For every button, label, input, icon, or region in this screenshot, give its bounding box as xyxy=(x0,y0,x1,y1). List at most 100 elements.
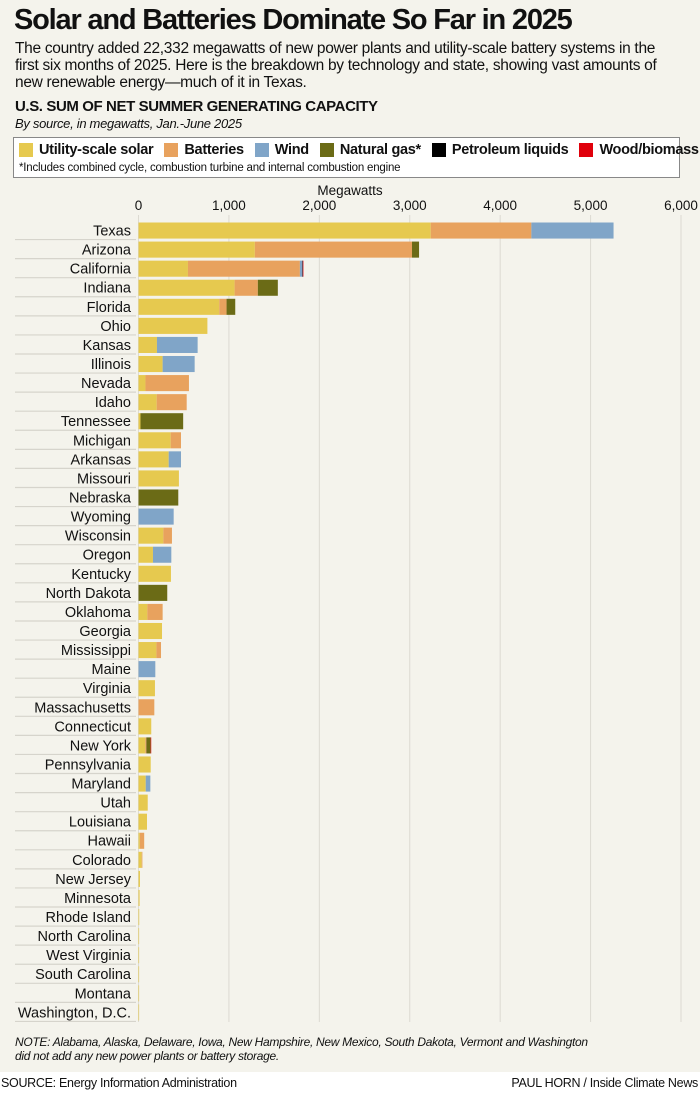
footnote: NOTE: Alabama, Alaska, Delaware, Iowa, N… xyxy=(15,1035,588,1063)
bar-segment xyxy=(254,241,413,258)
category-label: Hawaii xyxy=(87,834,131,850)
bar-segment xyxy=(138,966,140,983)
bar-segment xyxy=(138,889,140,907)
legend-label-solar: Utility-scale solar xyxy=(39,142,154,158)
category-label: West Virginia xyxy=(46,948,132,964)
legend-label-batteries: Batteries xyxy=(184,142,244,158)
chart-svg: 0 1,000 2,000 3,000 4,000 5,000 6,000 Texas Ariz… xyxy=(15,198,698,1023)
bar-segment xyxy=(138,432,171,449)
legend-item-wood-biomass: Wood/biomass xyxy=(579,142,699,158)
bar-segment xyxy=(139,832,145,849)
bar-segment xyxy=(141,851,143,868)
legend-items: Utility-scale solar Batteries Wind Natur… xyxy=(19,142,699,158)
bar-segment xyxy=(138,317,208,334)
x-tick-label: 4,000 xyxy=(483,198,517,213)
category-label: Idaho xyxy=(95,395,131,411)
bar-segment xyxy=(138,584,168,601)
bar-segment xyxy=(138,222,431,239)
category-label: Louisiana xyxy=(69,815,132,831)
x-tick-label: 0 xyxy=(135,198,143,213)
category-label: North Carolina xyxy=(38,929,132,945)
category-label: Oklahoma xyxy=(65,605,132,621)
bar-segment xyxy=(138,718,152,735)
bar-segment xyxy=(138,279,235,296)
bar-segment xyxy=(138,603,148,620)
bar-segment xyxy=(152,546,172,563)
category-label: Montana xyxy=(75,986,132,1002)
legend-item-batteries: Batteries xyxy=(164,142,244,158)
author-credit: PAUL HORN / Inside Climate News xyxy=(511,1076,698,1090)
bar-segment xyxy=(412,241,420,258)
bar-segment xyxy=(138,336,157,353)
bar-segment xyxy=(138,947,140,964)
bar-segment xyxy=(138,680,155,697)
category-label: Pennsylvania xyxy=(45,757,132,773)
bar-segment xyxy=(156,336,198,353)
chart-subtitle: By source, in megawatts, Jan.-June 2025 xyxy=(15,116,242,131)
category-label: North Dakota xyxy=(46,586,132,602)
category-label: Maryland xyxy=(71,777,131,793)
category-label: Rhode Island xyxy=(46,910,131,926)
legend: Utility-scale solar Batteries Wind Natur… xyxy=(13,137,699,178)
category-label: Georgia xyxy=(79,624,132,640)
category-label: Kentucky xyxy=(71,567,131,583)
category-label: Florida xyxy=(87,300,132,316)
category-label: Nevada xyxy=(81,376,132,392)
bar-segment xyxy=(187,260,300,277)
bar-segment xyxy=(138,851,142,868)
bar-segment xyxy=(219,298,227,315)
bar-segment xyxy=(138,260,188,277)
bar-segment xyxy=(138,813,147,830)
bar-segment xyxy=(226,298,236,315)
chart-title: U.S. SUM OF NET SUMMER GENERATING CAPACI… xyxy=(15,98,378,115)
category-label: Missouri xyxy=(77,471,131,487)
bar-segment xyxy=(138,909,140,926)
bar-segment xyxy=(138,622,163,640)
page-title: Solar and Batteries Dominate So Far in 2… xyxy=(14,4,573,36)
bar-segment xyxy=(138,470,179,487)
bar-segment xyxy=(147,603,163,620)
legend-label-wind: Wind xyxy=(274,142,309,158)
chart-description: The country added 22,332 megawatts of ne… xyxy=(15,40,657,91)
legend-swatch-batteries xyxy=(164,143,179,157)
bar-segment xyxy=(138,928,140,945)
legend-swatch-solar xyxy=(19,143,33,157)
bar-segment xyxy=(138,527,164,544)
x-tick-label: 3,000 xyxy=(393,198,427,213)
bar-segment xyxy=(145,775,151,792)
category-label: Kansas xyxy=(83,338,131,354)
bar-segment xyxy=(138,870,140,887)
legend-label-petroleum: Petroleum liquids xyxy=(451,142,569,158)
x-tick-label: 2,000 xyxy=(302,198,336,213)
x-tick-label: 5,000 xyxy=(574,198,608,213)
category-label: Michigan xyxy=(73,433,131,449)
bar-segment xyxy=(138,298,220,315)
legend-swatch-natural-gas xyxy=(319,143,334,157)
category-label: Virginia xyxy=(83,681,132,697)
bar-segment xyxy=(170,432,181,449)
bar-segment xyxy=(138,375,146,392)
category-label: Massachusetts xyxy=(34,700,131,716)
category-label: Utah xyxy=(100,796,131,812)
category-label: California xyxy=(70,262,132,278)
legend-item-solar: Utility-scale solar xyxy=(19,142,154,158)
bar-segment xyxy=(156,394,187,411)
legend-label-natural-gas: Natural gas* xyxy=(339,142,421,158)
bar-segment xyxy=(150,737,152,754)
bar-segment xyxy=(138,1004,140,1021)
category-label: Indiana xyxy=(83,281,132,297)
legend-swatch-wind xyxy=(254,143,269,157)
category-label: New Jersey xyxy=(55,872,131,888)
bar-segment xyxy=(302,260,304,277)
bar-segment xyxy=(138,508,174,525)
source-credit: SOURCE: Energy Information Administratio… xyxy=(1,1076,237,1090)
bar-segment xyxy=(138,241,255,258)
bar-segment xyxy=(145,737,147,754)
category-label: Washington, D.C. xyxy=(18,1005,131,1021)
bar-segment xyxy=(163,527,172,544)
bar-segment xyxy=(138,546,153,563)
legend-item-wind: Wind xyxy=(254,142,309,158)
bar-segment xyxy=(299,260,303,277)
bar-segment xyxy=(257,279,278,296)
category-label: Nebraska xyxy=(69,490,132,506)
